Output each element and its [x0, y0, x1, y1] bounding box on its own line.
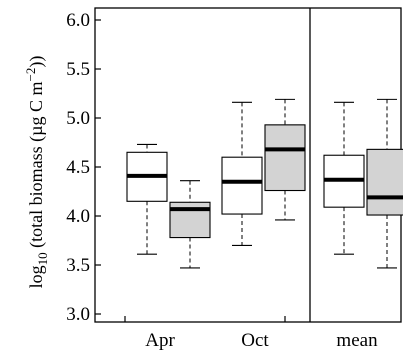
x-group-label: Oct — [241, 330, 269, 351]
y-tick-label: 4.0 — [66, 206, 90, 227]
box-mean-grey — [366, 98, 403, 269]
box-apr-white — [126, 143, 168, 255]
y-tick-label: 5.5 — [66, 59, 90, 80]
box-oct-white — [221, 101, 263, 246]
y-axis: 3.0 3.5 4.0 4.5 5.0 5.5 6.0 — [66, 10, 101, 325]
box-body — [264, 124, 306, 192]
box-body — [366, 148, 403, 216]
x-group-label: Apr — [145, 330, 175, 351]
y-axis-title: log10 (total biomass (µg C m−2)) — [23, 56, 50, 289]
y-tick-label: 3.0 — [66, 304, 90, 325]
box-body — [221, 156, 263, 215]
box-oct-grey — [264, 98, 306, 221]
boxes — [126, 98, 403, 269]
y-tick-label: 6.0 — [66, 10, 90, 31]
x-axis: Apr Oct mean — [124, 316, 378, 351]
box-apr-grey — [169, 180, 211, 269]
x-group-label: mean — [336, 330, 378, 351]
box-mean-white — [323, 101, 365, 255]
y-tick-label: 5.0 — [66, 108, 90, 129]
y-tick-label: 3.5 — [66, 255, 90, 276]
y-tick-label: 4.5 — [66, 157, 90, 178]
